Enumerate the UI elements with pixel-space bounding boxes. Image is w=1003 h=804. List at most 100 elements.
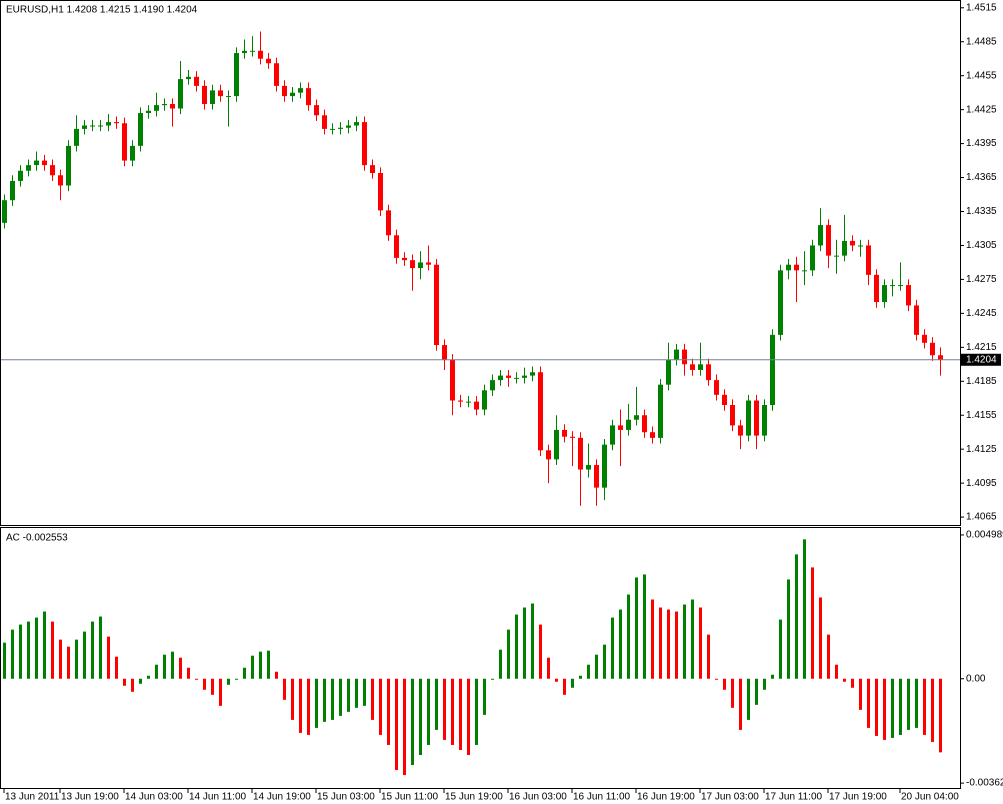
ac-bar bbox=[171, 651, 174, 679]
candle-body bbox=[898, 285, 903, 287]
ac-bar bbox=[99, 616, 102, 679]
y-tick-label: 0.00 bbox=[966, 673, 986, 684]
ac-bar bbox=[811, 567, 814, 679]
candle-body bbox=[122, 123, 127, 161]
ac-bar bbox=[467, 678, 470, 755]
candle-body bbox=[666, 359, 671, 385]
candle-body bbox=[2, 200, 7, 223]
ac-bar bbox=[163, 654, 166, 679]
ac-bar bbox=[275, 671, 278, 679]
ac-bar bbox=[443, 678, 446, 740]
candle-body bbox=[922, 334, 927, 343]
candle-body bbox=[234, 53, 239, 97]
candle-body bbox=[34, 160, 39, 166]
candle-body bbox=[930, 342, 935, 356]
ac-bar bbox=[875, 678, 878, 736]
y-tick-label: 1.4185 bbox=[966, 376, 997, 387]
candle-body bbox=[242, 50, 247, 54]
candle-body bbox=[522, 375, 527, 378]
candle-body bbox=[50, 165, 55, 176]
ac-bar bbox=[667, 609, 670, 679]
ac-bar bbox=[219, 678, 222, 706]
x-tick-label: 14 Jun 03:00 bbox=[125, 792, 183, 803]
candle-body bbox=[250, 50, 255, 52]
ac-bar bbox=[371, 678, 374, 720]
candle-body bbox=[514, 377, 519, 379]
ac-bar bbox=[419, 678, 422, 755]
ac-bar bbox=[787, 579, 790, 679]
ac-bar bbox=[731, 678, 734, 708]
ac-bar bbox=[131, 678, 134, 692]
ac-bar bbox=[515, 614, 518, 679]
candle-body bbox=[586, 465, 591, 470]
candle-body bbox=[834, 255, 839, 257]
indicator-title: AC -0.002553 bbox=[6, 533, 68, 544]
candle-body bbox=[866, 245, 871, 275]
candle-body bbox=[26, 165, 31, 171]
ac-bar bbox=[707, 634, 710, 679]
ac-bar bbox=[939, 678, 942, 753]
candle-body bbox=[138, 113, 143, 146]
candle-body bbox=[610, 425, 615, 445]
y-tick-label: 1.4455 bbox=[966, 70, 997, 81]
ac-bar bbox=[403, 678, 406, 776]
ac-bar bbox=[35, 617, 38, 679]
candle-body bbox=[626, 419, 631, 430]
candle-body bbox=[162, 103, 167, 106]
ac-bar bbox=[539, 624, 542, 679]
candle-body bbox=[98, 125, 103, 127]
ac-bar bbox=[83, 631, 86, 679]
ac-bar bbox=[819, 597, 822, 679]
ac-bar bbox=[395, 678, 398, 771]
ac-bar bbox=[347, 678, 350, 712]
candle-body bbox=[306, 88, 311, 106]
ac-bar bbox=[547, 657, 550, 679]
ac-bar bbox=[435, 678, 438, 730]
ac-bar bbox=[3, 642, 6, 679]
ac-bar bbox=[179, 657, 182, 679]
ac-bar bbox=[619, 609, 622, 679]
y-tick-label: 1.4395 bbox=[966, 138, 997, 149]
candle-body bbox=[578, 437, 583, 470]
candle-body bbox=[386, 210, 391, 236]
x-tick-label: 13 Jun 19:00 bbox=[61, 792, 119, 803]
candle-body bbox=[602, 444, 607, 488]
candle-body bbox=[738, 425, 743, 436]
candle-body bbox=[906, 285, 911, 306]
y-tick-label: 1.4365 bbox=[966, 172, 997, 183]
ac-bar bbox=[283, 678, 286, 700]
candle-body bbox=[274, 63, 279, 86]
ac-bar bbox=[75, 639, 78, 679]
candle-body bbox=[490, 380, 495, 391]
y-tick-label: 1.4305 bbox=[966, 240, 997, 251]
ac-bar bbox=[483, 678, 486, 715]
price-tag bbox=[961, 353, 1001, 366]
ac-bar bbox=[627, 594, 630, 679]
x-tick-label: 14 Jun 19:00 bbox=[253, 792, 311, 803]
ac-bar bbox=[115, 656, 118, 679]
y-tick-label: 1.4485 bbox=[966, 36, 997, 47]
candle-body bbox=[858, 245, 863, 247]
ac-bar bbox=[155, 664, 158, 679]
x-tick-label: 16 Jun 03:00 bbox=[509, 792, 567, 803]
candle-body bbox=[826, 225, 831, 256]
candle-body bbox=[418, 262, 423, 269]
x-tick-label: 16 Jun 11:00 bbox=[573, 792, 631, 803]
ac-bar bbox=[555, 678, 558, 682]
ac-bar bbox=[355, 678, 358, 708]
ac-bar bbox=[259, 651, 262, 679]
ac-bar bbox=[595, 654, 598, 679]
ac-bar bbox=[387, 678, 390, 745]
ac-bar bbox=[827, 634, 830, 679]
candle-body bbox=[402, 257, 407, 261]
ac-bar bbox=[11, 629, 14, 679]
ac-bar bbox=[739, 678, 742, 730]
ac-bar bbox=[187, 667, 190, 679]
candle-body bbox=[266, 58, 271, 64]
candle-body bbox=[634, 415, 639, 420]
ac-bar bbox=[147, 675, 150, 679]
y-tick-label: 1.4425 bbox=[966, 104, 997, 115]
ac-bar bbox=[331, 678, 334, 720]
y-tick-label: 1.4275 bbox=[966, 274, 997, 285]
